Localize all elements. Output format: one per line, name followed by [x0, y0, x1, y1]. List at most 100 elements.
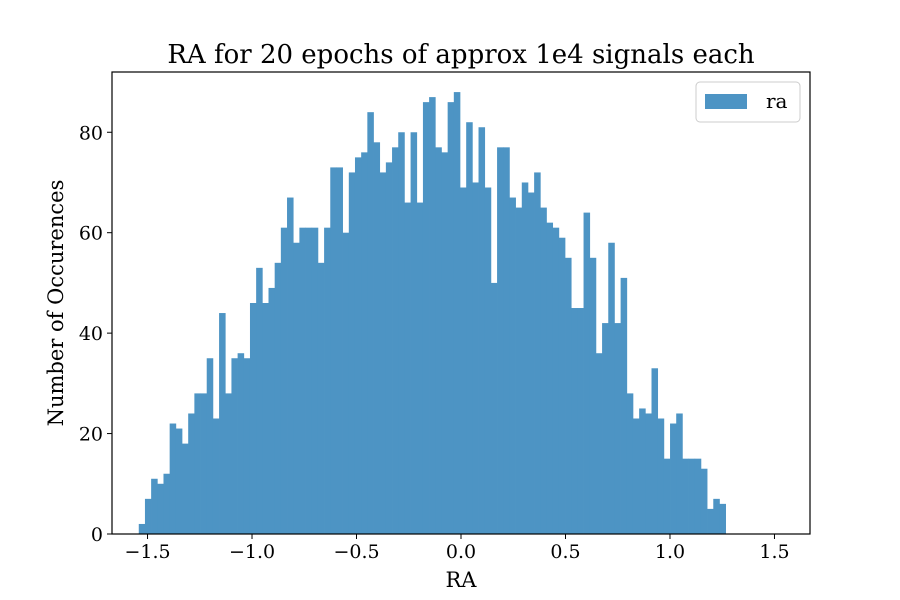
y-tick-label: 0	[91, 524, 103, 546]
histogram-bar	[287, 197, 294, 535]
x-tick-label: −1.0	[229, 541, 275, 563]
histogram-bar	[330, 167, 337, 534]
histogram-bar	[138, 523, 146, 534]
histogram-bar	[688, 458, 696, 534]
histogram-bar	[354, 157, 362, 534]
y-tick-label: 60	[79, 223, 103, 245]
histogram-bar	[670, 423, 677, 534]
x-axis-label: RA	[446, 568, 478, 592]
histogram-bar	[614, 323, 621, 534]
histogram-bars	[138, 92, 726, 535]
histogram-bar	[527, 192, 535, 534]
histogram-bar	[262, 303, 269, 534]
histogram-bar	[243, 358, 251, 534]
histogram-bar	[392, 147, 399, 534]
histogram-bar	[422, 102, 430, 534]
histogram-bar	[651, 368, 659, 534]
histogram-bar	[657, 418, 665, 534]
histogram-bar	[565, 257, 572, 534]
histogram-bar	[342, 232, 350, 534]
histogram-bar	[497, 147, 504, 534]
y-tick-label: 20	[79, 424, 103, 446]
histogram-bar	[182, 443, 189, 534]
histogram-bar	[552, 227, 560, 535]
histogram-bar	[151, 478, 158, 534]
histogram-bar	[484, 187, 492, 534]
histogram-bar	[453, 92, 461, 534]
histogram-bar	[632, 418, 640, 534]
histogram-bar	[169, 423, 177, 534]
x-tick-label: −0.5	[333, 541, 379, 563]
histogram-bar	[144, 498, 152, 534]
histogram-bar	[595, 353, 603, 534]
x-tick-label: −1.5	[124, 541, 170, 563]
histogram-bar	[713, 498, 720, 534]
histogram-bar	[212, 418, 220, 534]
histogram-bar	[410, 132, 418, 534]
histogram-bar	[700, 468, 708, 534]
x-tick-label: 0.0	[446, 541, 476, 563]
x-tick-label: 1.5	[759, 541, 789, 563]
y-tick-label: 80	[79, 122, 103, 144]
histogram-bar	[379, 172, 387, 534]
histogram-bar	[503, 147, 510, 534]
histogram-bar	[404, 202, 411, 534]
histogram-bar	[608, 242, 615, 535]
histogram-bar	[206, 358, 214, 534]
legend: ra	[695, 81, 801, 123]
y-axis-label: Number of Occurences	[44, 180, 68, 427]
legend-frame	[695, 81, 801, 123]
histogram-bar	[219, 313, 226, 534]
histogram-bar	[361, 152, 368, 534]
y-axis-ticks: 0 20 40 60 80	[79, 122, 112, 546]
histogram-bar	[416, 202, 424, 534]
histogram-bar	[367, 112, 374, 535]
histogram-bar	[373, 142, 381, 535]
histogram-bar	[385, 162, 393, 534]
histogram-bar	[639, 408, 646, 534]
histogram-bar	[460, 187, 467, 534]
histogram-bar	[571, 308, 578, 534]
histogram-bar	[194, 393, 201, 534]
x-tick-label: 1.0	[655, 541, 685, 563]
histogram-bar	[466, 122, 473, 534]
legend-label-ra: ra	[766, 89, 788, 113]
histogram-bar	[707, 508, 714, 534]
histogram-bar	[509, 197, 516, 535]
histogram-bar	[231, 358, 238, 534]
histogram-bar	[694, 458, 702, 534]
histogram-bar	[719, 503, 726, 534]
histogram-bar	[348, 172, 356, 534]
histogram-bar	[447, 102, 455, 534]
histogram-bar	[268, 287, 276, 534]
histogram-bar	[225, 393, 232, 534]
histogram-bar	[249, 303, 257, 534]
histogram-bar	[398, 132, 405, 534]
histogram-bar	[577, 308, 584, 534]
histogram-bar	[317, 262, 325, 534]
histogram-bar	[626, 393, 634, 534]
histogram-bar	[620, 277, 628, 534]
histogram-bar	[299, 227, 306, 535]
histogram-bar	[534, 172, 541, 534]
histogram-bar	[521, 182, 529, 535]
histogram-bar	[256, 267, 263, 534]
histogram-bar	[589, 257, 597, 534]
x-tick-label: 0.5	[550, 541, 580, 563]
histogram-bar	[472, 182, 479, 535]
histogram-bar	[188, 413, 195, 534]
histogram-bar	[478, 127, 486, 535]
histogram-bar	[163, 473, 171, 534]
histogram-bar	[274, 262, 282, 534]
chart-title: RA for 20 epochs of approx 1e4 signals e…	[167, 40, 755, 70]
histogram-bar	[336, 167, 343, 534]
histogram-bar	[682, 458, 689, 534]
histogram-bar	[200, 393, 208, 534]
histogram-bar	[157, 483, 164, 534]
histogram-bar	[645, 413, 652, 534]
histogram-bar	[280, 227, 288, 535]
histogram-bar	[435, 147, 442, 534]
histogram-bar	[558, 237, 566, 534]
histogram-bar	[540, 207, 547, 534]
